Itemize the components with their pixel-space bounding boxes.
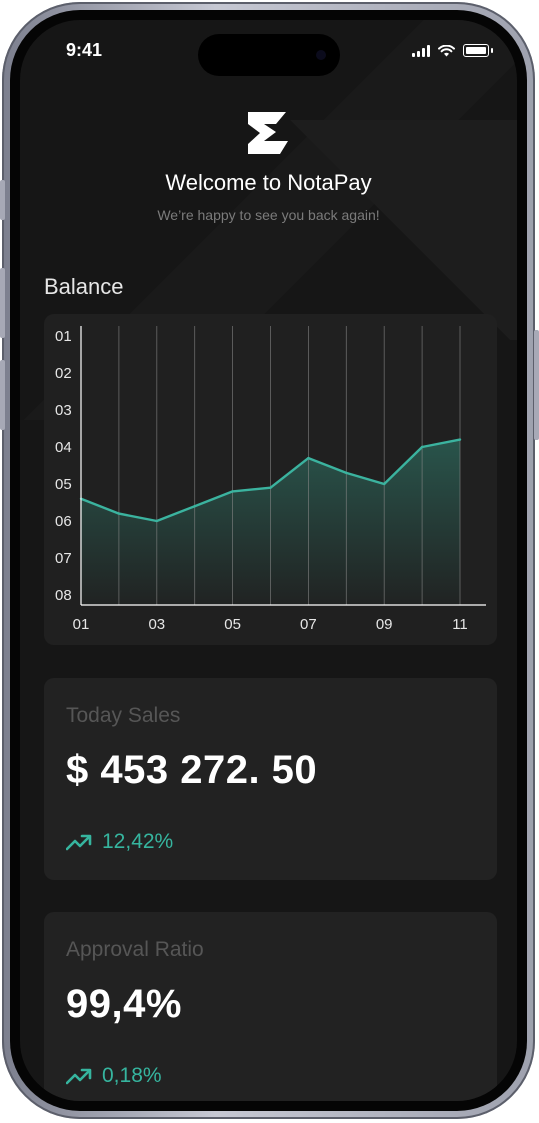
trend-up-icon: [66, 1068, 92, 1085]
chart-y-tick-label: 07: [55, 550, 72, 567]
background-shape: [280, 120, 517, 340]
power-button[interactable]: [534, 330, 539, 440]
status-time: 9:41: [66, 40, 103, 60]
today-sales-card[interactable]: Today Sales $ 453 272. 50 12,42%: [44, 678, 497, 880]
chart-point: [383, 482, 386, 486]
status-icons: [412, 44, 493, 57]
chart-y-tick-label: 06: [55, 513, 72, 530]
chart-x-tick-label: 07: [300, 616, 317, 633]
wifi-icon: [438, 44, 455, 56]
balance-title: Balance: [44, 274, 124, 299]
chart-x-tick-label: 11: [452, 616, 468, 633]
chart-x-tick-label: 09: [376, 616, 393, 633]
balance-chart-card[interactable]: 01 02 03 04 05 06 07 08 01 03 05 07 09 11: [44, 314, 497, 645]
chart-point: [193, 505, 196, 508]
notapay-logo-icon: [248, 112, 288, 154]
chart-x-tick-label: 01: [73, 616, 90, 633]
today-sales-change: 12,42%: [66, 830, 173, 854]
chart-point: [117, 512, 121, 515]
trend-up-icon: [66, 834, 92, 851]
volume-down-button[interactable]: [0, 360, 5, 430]
chart-point: [345, 471, 348, 475]
welcome-title: Welcome to NotaPay: [165, 170, 372, 195]
welcome-subtitle: We’re happy to see you back again!: [157, 207, 380, 223]
chart-y-tick-label: 02: [55, 365, 72, 382]
screen: 9:41 Welcome to NotaPay We’re happy to s…: [20, 20, 517, 1101]
today-sales-change-value: 12,42%: [102, 830, 174, 853]
dynamic-island: [198, 34, 340, 76]
chart-point: [307, 456, 310, 460]
battery-icon: [463, 44, 489, 57]
approval-ratio-label: Approval Ratio: [66, 938, 204, 961]
chart-x-tick-label: 03: [148, 616, 165, 633]
camera-icon: [316, 50, 326, 60]
chart-y-tick-label: 01: [55, 328, 72, 345]
chart-y-tick-label: 04: [55, 439, 72, 456]
approval-ratio-value: 99,4%: [66, 982, 182, 1026]
chart-point: [458, 438, 462, 441]
chart-point: [420, 445, 424, 449]
approval-ratio-card[interactable]: Approval Ratio 99,4% 0,18%: [44, 912, 497, 1101]
volume-up-button[interactable]: [0, 268, 5, 338]
approval-ratio-change-value: 0,18%: [102, 1064, 162, 1087]
chart-y-tick-label: 05: [55, 476, 72, 493]
chart-y-tick-label: 08: [55, 587, 72, 604]
approval-ratio-change: 0,18%: [66, 1064, 162, 1088]
chart-y-tick-label: 03: [55, 402, 72, 419]
today-sales-label: Today Sales: [66, 704, 181, 727]
battery-tip: [491, 48, 493, 53]
chart-point: [269, 486, 272, 489]
chart-point: [231, 490, 234, 493]
action-button[interactable]: [0, 180, 5, 220]
signal-icon: [412, 44, 430, 57]
today-sales-value: $ 453 272. 50: [66, 748, 318, 792]
chart-point: [155, 519, 158, 523]
chart-x-tick-label: 05: [224, 616, 241, 633]
